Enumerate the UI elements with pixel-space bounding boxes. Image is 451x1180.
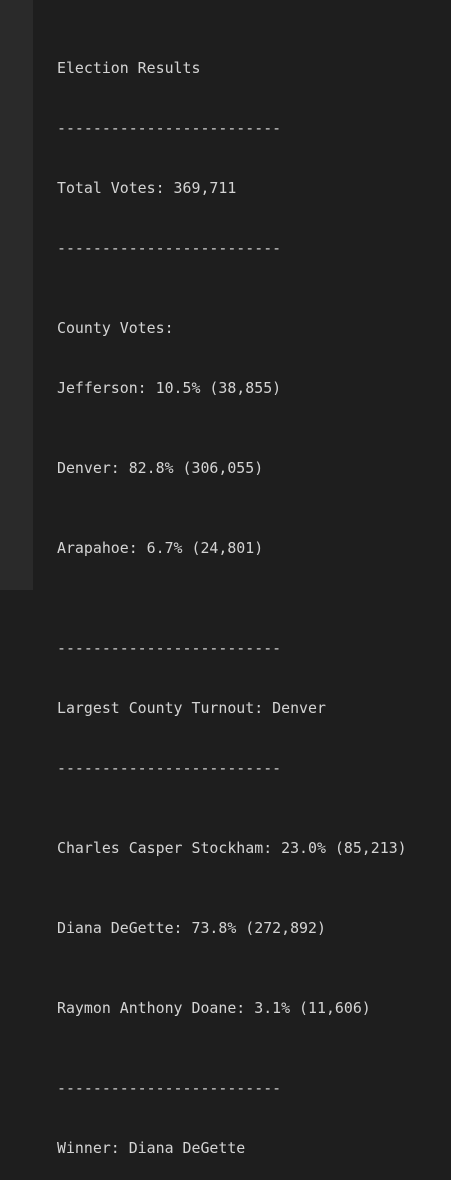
separator: ------------------------- xyxy=(57,759,282,777)
output-line: Arapahoe: 6.7% (24,801) xyxy=(57,539,264,557)
gutter xyxy=(0,0,33,590)
output-line: Charles Casper Stockham: 23.0% (85,213) xyxy=(57,839,407,857)
output-line: County Votes: xyxy=(57,319,174,337)
output-line: Jefferson: 10.5% (38,855) xyxy=(57,379,282,397)
separator: ------------------------- xyxy=(57,239,282,257)
output-line: Winner: Diana DeGette xyxy=(57,1139,246,1157)
output-line: Raymon Anthony Doane: 3.1% (11,606) xyxy=(57,999,371,1017)
output-line: Total Votes: 369,711 xyxy=(57,179,237,197)
separator: ------------------------- xyxy=(57,1079,282,1097)
output-line: Diana DeGette: 73.8% (272,892) xyxy=(57,919,326,937)
output-line: Denver: 82.8% (306,055) xyxy=(57,459,264,477)
separator: ------------------------- xyxy=(57,639,282,657)
output-text: Election Results -----------------------… xyxy=(57,18,407,1180)
terminal-window: {"lines": [ "Election Results", "-------… xyxy=(0,0,407,1157)
output-line: Largest County Turnout: Denver xyxy=(57,699,326,717)
separator: ------------------------- xyxy=(57,119,282,137)
output-line: Election Results xyxy=(57,59,201,77)
